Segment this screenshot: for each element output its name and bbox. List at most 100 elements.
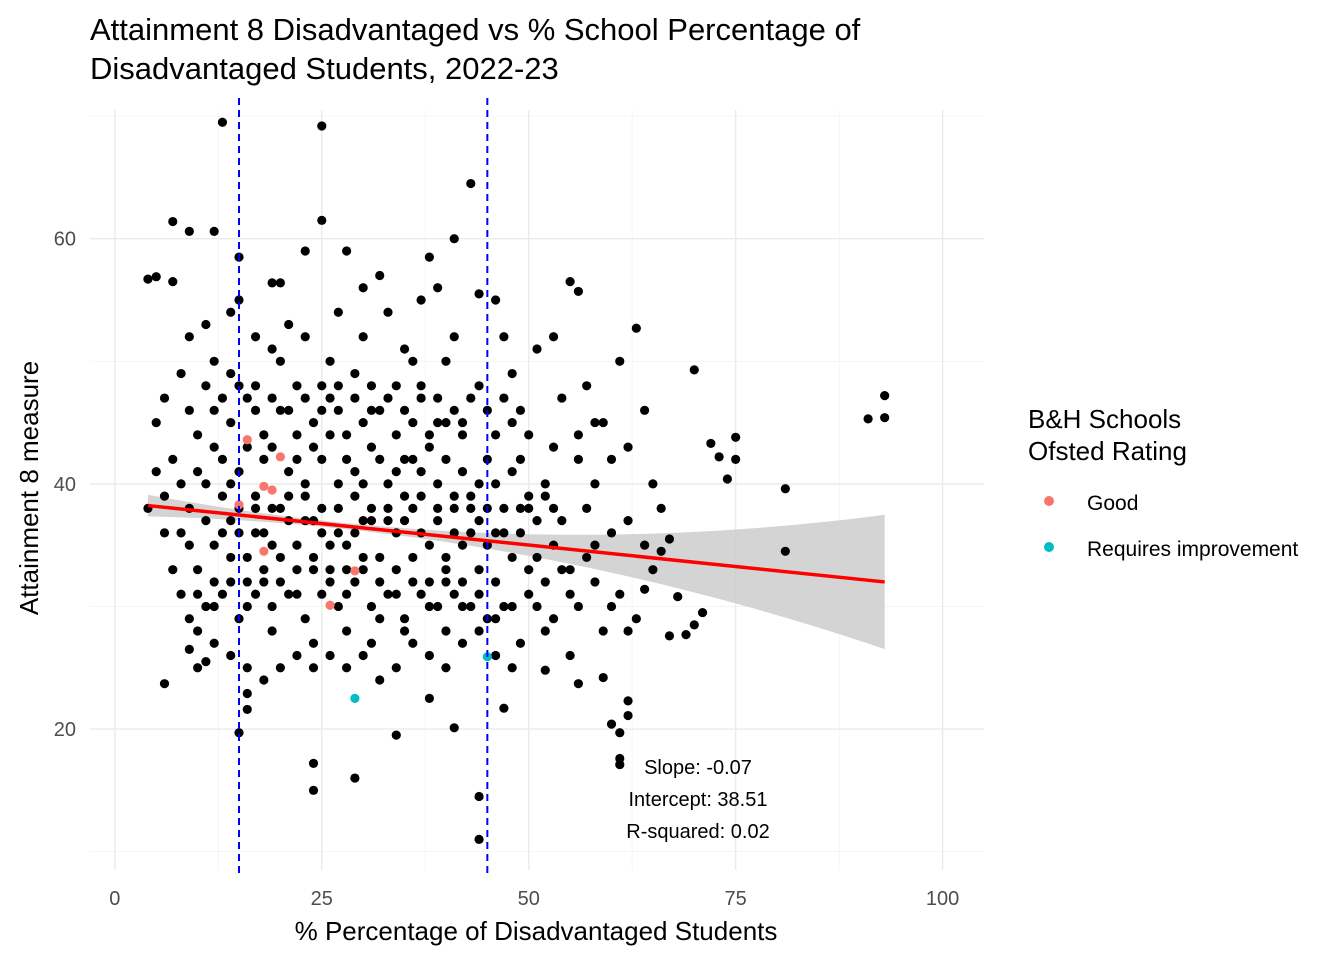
school-point (333, 307, 343, 317)
school-point (366, 638, 377, 648)
school-point (300, 614, 310, 624)
school-point (664, 534, 675, 544)
school-point (540, 665, 550, 675)
school-point (457, 540, 468, 550)
school-point (275, 577, 285, 587)
annotation-text: Slope: -0.07 (644, 757, 752, 779)
school-point (623, 516, 633, 526)
school-point (507, 601, 517, 612)
school-point (176, 528, 186, 538)
school-point (383, 516, 393, 526)
school-point (656, 503, 666, 513)
school-point (308, 565, 319, 575)
school-point (168, 216, 178, 227)
annotation-text: R-squared: 0.02 (626, 821, 769, 843)
school-point (433, 393, 443, 403)
school-point (441, 552, 451, 563)
school-point (731, 454, 741, 464)
school-point (424, 252, 434, 262)
school-point (242, 442, 252, 452)
school-point (250, 405, 261, 415)
school-point (234, 381, 244, 391)
school-point (350, 773, 360, 783)
school-point (284, 589, 294, 599)
school-point (399, 491, 410, 501)
school-point (201, 319, 211, 330)
school-point (598, 626, 608, 636)
school-point (375, 454, 385, 464)
y-tick-label: 20 (54, 719, 76, 741)
school-point (259, 565, 269, 575)
school-point (515, 405, 526, 415)
school-point (350, 368, 360, 379)
school-point (217, 528, 228, 538)
school-point (515, 638, 526, 648)
regression-annotations: Slope: -0.07 Intercept: 38.51 R-squared: 0… (626, 757, 769, 843)
school-point (399, 454, 410, 464)
school-point (416, 491, 426, 501)
school-point (640, 405, 650, 415)
school-point (441, 663, 451, 673)
school-point (375, 577, 385, 587)
school-point (557, 516, 567, 526)
school-point (565, 650, 575, 661)
school-point (143, 274, 153, 284)
school-point (433, 417, 443, 428)
data-points (143, 117, 890, 844)
school-point (640, 584, 650, 594)
school-point (457, 601, 468, 612)
school-point (375, 614, 385, 624)
school-point (250, 528, 261, 538)
school-point (317, 454, 327, 464)
school-point (466, 528, 476, 538)
school-point (201, 657, 211, 667)
school-point (383, 393, 393, 403)
school-point (366, 601, 377, 612)
school-point (151, 272, 161, 282)
school-point (226, 577, 236, 587)
school-point (342, 540, 352, 550)
school-point (267, 344, 277, 354)
school-point (474, 626, 484, 636)
school-point (499, 393, 509, 403)
school-point (342, 663, 352, 673)
school-point (507, 552, 517, 563)
school-point (532, 344, 542, 354)
school-point (226, 307, 236, 317)
school-point (193, 467, 203, 477)
school-point (399, 516, 410, 526)
school-point (366, 405, 377, 415)
school-point (375, 270, 385, 281)
school-point (209, 405, 219, 415)
school-point (242, 601, 252, 612)
school-point (491, 295, 501, 305)
school-point (424, 430, 434, 440)
school-point (399, 626, 410, 636)
y-axis-ticks: 20 40 60 (54, 229, 76, 741)
school-point (325, 540, 335, 550)
school-point (681, 630, 691, 640)
school-point (325, 650, 335, 661)
school-point (722, 474, 732, 484)
x-axis-ticks: 0 25 50 75 100 (109, 888, 959, 910)
school-point (209, 638, 219, 648)
school-point (441, 454, 451, 464)
school-point (714, 452, 724, 462)
school-point (441, 626, 451, 636)
school-point (780, 484, 790, 494)
school-point (606, 528, 617, 538)
x-tick-label: 50 (518, 888, 540, 910)
y-axis-title: Attainment 8 measure (14, 361, 44, 615)
good-point (259, 481, 269, 491)
school-point (466, 491, 476, 501)
school-point (590, 540, 600, 550)
school-point (664, 631, 675, 641)
school-point (532, 601, 542, 612)
school-point (242, 663, 252, 673)
school-point (325, 577, 335, 587)
school-point (259, 454, 269, 464)
school-point (350, 577, 360, 587)
school-point (606, 719, 617, 729)
regression-line-group (147, 503, 885, 584)
